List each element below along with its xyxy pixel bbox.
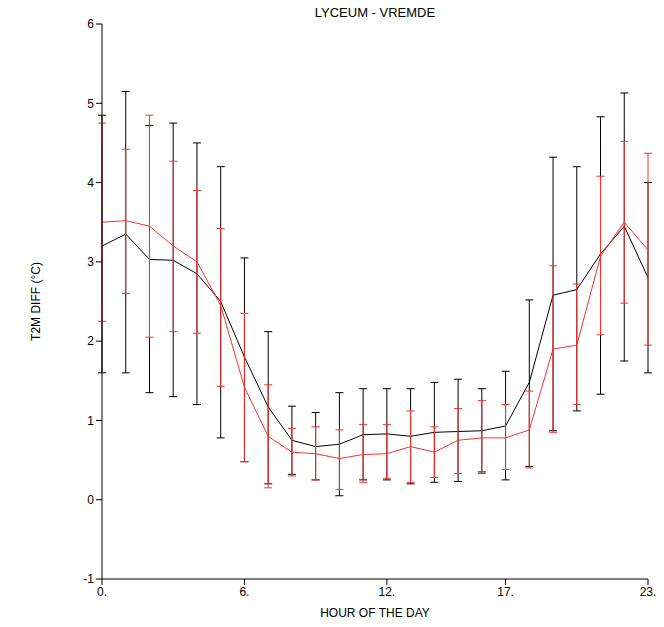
html-text:LYCEUM - VREMDE: LYCEUM - VREMDE bbox=[314, 5, 436, 20]
svg-text:5: 5 bbox=[87, 97, 94, 111]
svg-text:-1: -1 bbox=[83, 572, 94, 586]
svg-text:HOUR OF THE DAY: HOUR OF THE DAY bbox=[320, 606, 430, 620]
svg-text:23.: 23. bbox=[640, 585, 657, 599]
svg-text:12.: 12. bbox=[379, 585, 396, 599]
svg-text:3: 3 bbox=[87, 255, 94, 269]
svg-text:4: 4 bbox=[87, 176, 94, 190]
svg-text:0.: 0. bbox=[97, 585, 107, 599]
svg-text:6: 6 bbox=[87, 17, 94, 31]
svg-text:2: 2 bbox=[87, 334, 94, 348]
svg-text:0: 0 bbox=[87, 493, 94, 507]
svg-text:1: 1 bbox=[87, 414, 94, 428]
svg-text:T2M DIFF (°C): T2M DIFF (°C) bbox=[29, 262, 43, 341]
svg-text:6.: 6. bbox=[239, 585, 249, 599]
svg-text:17.: 17. bbox=[497, 585, 514, 599]
